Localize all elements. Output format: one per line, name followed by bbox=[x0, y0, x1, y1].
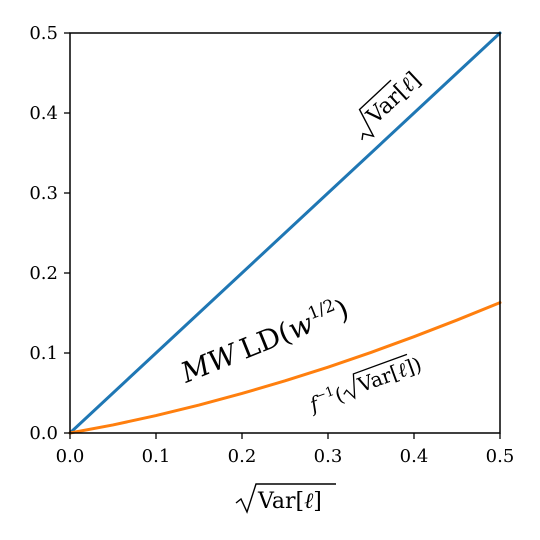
svg-text:Var[ℓ]): Var[ℓ]) bbox=[354, 352, 425, 397]
y-tick-label: 0.1 bbox=[29, 343, 58, 364]
y-tick-label: 0.0 bbox=[29, 423, 58, 444]
x-tick-label: 0.2 bbox=[228, 446, 257, 467]
x-tick-label: 0.1 bbox=[142, 446, 171, 467]
y-tick-label: 0.2 bbox=[29, 263, 58, 284]
plot-frame bbox=[69, 32, 501, 434]
y-tick-label: 0.5 bbox=[29, 23, 58, 44]
svg-text:f−1(: f−1( bbox=[304, 381, 347, 417]
y-tick-label: 0.3 bbox=[29, 183, 58, 204]
series-label-f-inverse: f−1( Var[ℓ]) bbox=[304, 352, 425, 417]
x-tick-label: 0.5 bbox=[486, 446, 515, 467]
x-tick-label: 0.0 bbox=[56, 446, 85, 467]
x-tick-label: 0.4 bbox=[400, 446, 429, 467]
x-axis-label: Var[ℓ] bbox=[235, 483, 336, 514]
series-line-0 bbox=[68, 31, 502, 435]
x-axis: 0.0 0.1 0.2 0.3 0.4 0.5 bbox=[56, 433, 515, 467]
y-axis: 0.0 0.1 0.2 0.3 0.4 0.5 bbox=[29, 23, 70, 444]
y-tick-label: 0.4 bbox=[29, 103, 58, 124]
plot-lines bbox=[68, 31, 502, 435]
x-tick-label: 0.3 bbox=[314, 446, 343, 467]
svg-text:Var[ℓ]: Var[ℓ] bbox=[257, 489, 322, 514]
region-label: MWLD(w1/2) bbox=[175, 291, 353, 389]
series-line-1 bbox=[68, 301, 502, 435]
series-label-sqrt-var: Var[ℓ] bbox=[358, 67, 426, 141]
